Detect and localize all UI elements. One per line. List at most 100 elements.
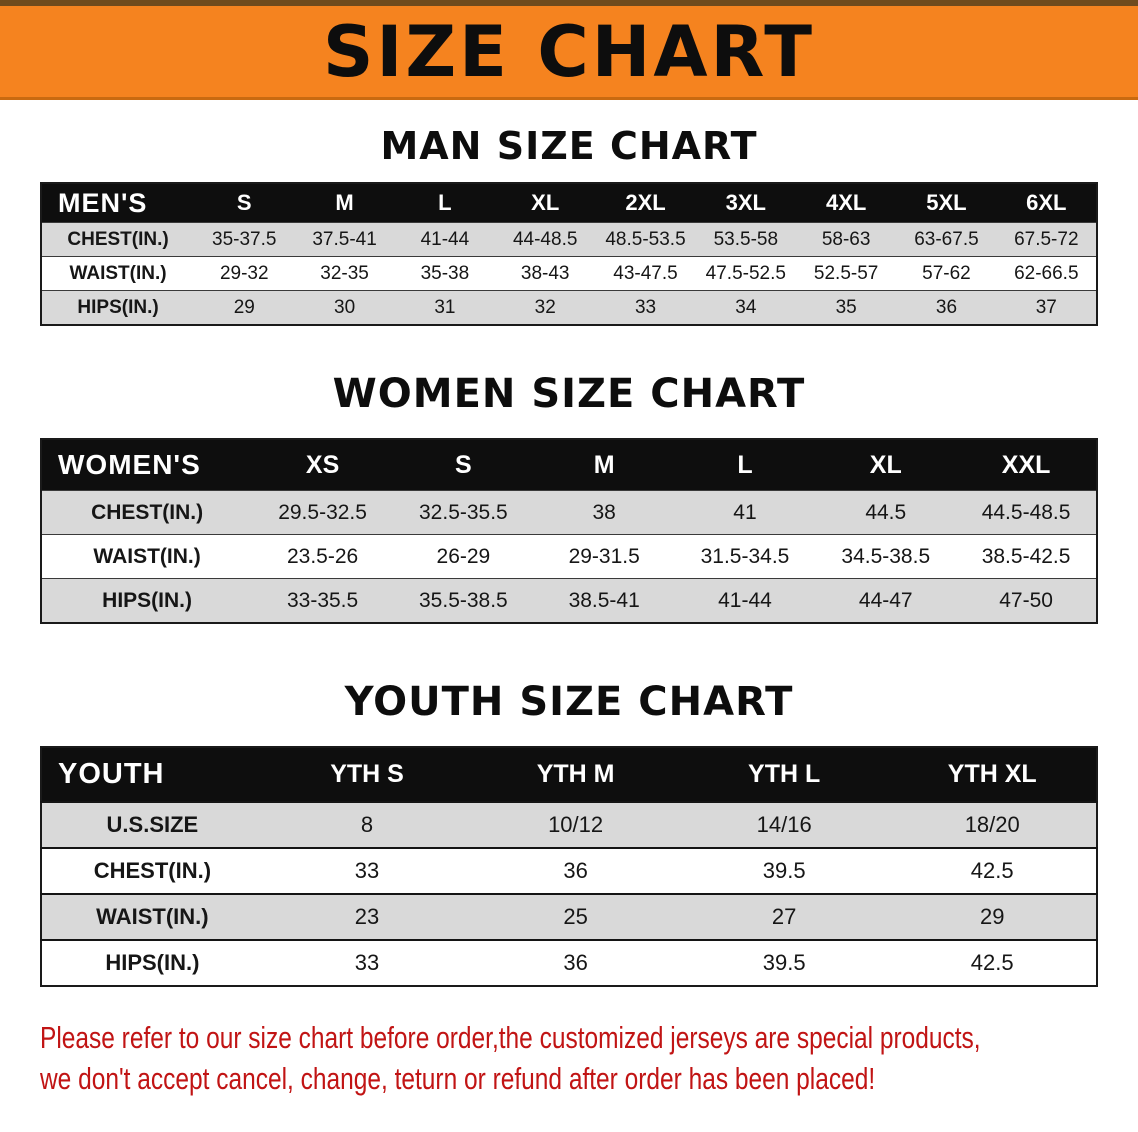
- youth-size-table: YOUTH YTH S YTH M YTH L YTH XL U.S.SIZE 8 10/12…: [40, 745, 1098, 987]
- table-cell: 32-35: [294, 256, 395, 291]
- column-header: YTH L: [679, 746, 889, 802]
- table-cell: 38.5-42.5: [956, 534, 1097, 579]
- column-header: 4XL: [795, 182, 897, 223]
- table-row: CHEST(IN.) 35-37.5 37.5-41 41-44 44-48.5 48.5…: [41, 222, 1097, 257]
- column-header: M: [533, 438, 675, 491]
- table-cell: 63-67.5: [896, 222, 997, 257]
- column-header: 2XL: [595, 182, 696, 223]
- table-row: HIPS(IN.) 33-35.5 35.5-38.5 38.5-41 41-44 44-…: [41, 578, 1097, 623]
- table-cell: 29: [888, 892, 1097, 940]
- row-label: HIPS(IN.): [41, 578, 253, 623]
- table-row: HIPS(IN.) 29 30 31 32 33 34 35 36 37: [41, 290, 1097, 325]
- table-row: WAIST(IN.) 23 25 27 29: [41, 892, 1097, 940]
- women-size-table: WOMEN'S XS S M L XL XXL CHEST(IN.) 29.5-32.5 32.5…: [40, 437, 1098, 624]
- table-cell: 44.5: [815, 490, 957, 535]
- row-label: HIPS(IN.): [41, 290, 195, 325]
- table-cell: 35.5-38.5: [392, 578, 534, 623]
- table-cell: 23.5-26: [252, 534, 393, 579]
- table-cell: 47-50: [956, 578, 1097, 623]
- footer-line-1: Please refer to our size chart before or…: [40, 1019, 981, 1055]
- table-header-row: WOMEN'S XS S M L XL XXL: [41, 438, 1097, 491]
- table-cell: 29.5-32.5: [252, 490, 393, 535]
- section-title-men: MAN SIZE CHART: [380, 124, 758, 168]
- row-label: CHEST(IN.): [41, 846, 263, 894]
- table-cell: 18/20: [888, 800, 1097, 848]
- row-label: CHEST(IN.): [41, 490, 253, 535]
- table-cell: 33: [262, 846, 472, 894]
- row-label: WAIST(IN.): [41, 892, 263, 940]
- table-cell: 33-35.5: [252, 578, 393, 623]
- table-cell: 38.5-41: [533, 578, 675, 623]
- table-cell: 39.5: [679, 846, 889, 894]
- column-header: L: [394, 182, 496, 223]
- table-cell: 44.5-48.5: [956, 490, 1097, 535]
- table-row: CHEST(IN.) 33 36 39.5 42.5: [41, 846, 1097, 894]
- table-cell: 29-31.5: [533, 534, 675, 579]
- table-corner-label: WOMEN'S: [41, 438, 253, 491]
- column-header: XL: [815, 438, 957, 491]
- table-cell: 36: [896, 290, 997, 325]
- footer-note: Please refer to our size chart before or…: [40, 1017, 1138, 1100]
- table-cell: 53.5-58: [695, 222, 796, 257]
- table-cell: 42.5: [888, 846, 1097, 894]
- column-header: 6XL: [996, 182, 1097, 223]
- table-cell: 31: [394, 290, 496, 325]
- table-cell: 35-37.5: [194, 222, 295, 257]
- column-header: S: [194, 182, 295, 223]
- section-title-women: WOMEN SIZE CHART: [332, 370, 806, 417]
- table-header-row: MEN'S S M L XL 2XL 3XL 4XL 5XL 6XL: [41, 182, 1097, 223]
- section-women: WOMEN SIZE CHART WOMEN'S XS S M L XL XXL CHEST(…: [0, 372, 1138, 624]
- column-header: XS: [252, 438, 393, 491]
- table-row: WAIST(IN.) 29-32 32-35 35-38 38-43 43-47.5 47.…: [41, 256, 1097, 291]
- row-label: CHEST(IN.): [41, 222, 195, 257]
- column-header: YTH M: [471, 746, 680, 802]
- table-cell: 36: [471, 846, 680, 894]
- table-cell: 39.5: [679, 938, 889, 986]
- table-cell: 25: [471, 892, 680, 940]
- table-cell: 57-62: [896, 256, 997, 291]
- table-corner-label: YOUTH: [41, 746, 263, 802]
- table-cell: 47.5-52.5: [695, 256, 796, 291]
- table-row: U.S.SIZE 8 10/12 14/16 18/20: [41, 800, 1097, 848]
- column-header: YTH XL: [888, 746, 1097, 802]
- table-cell: 32.5-35.5: [392, 490, 534, 535]
- table-cell: 23: [262, 892, 472, 940]
- table-cell: 41-44: [394, 222, 496, 257]
- table-row: CHEST(IN.) 29.5-32.5 32.5-35.5 38 41 44.5 44.5…: [41, 490, 1097, 535]
- column-header: M: [294, 182, 395, 223]
- table-cell: 29-32: [194, 256, 295, 291]
- banner-title: SIZE CHART: [322, 10, 816, 93]
- column-header: L: [674, 438, 816, 491]
- table-cell: 58-63: [795, 222, 897, 257]
- section-men: MAN SIZE CHART MEN'S S M L XL 2XL 3XL 4XL 5XL 6XL…: [0, 124, 1138, 326]
- table-cell: 33: [262, 938, 472, 986]
- row-label: HIPS(IN.): [41, 938, 263, 986]
- table-cell: 36: [471, 938, 680, 986]
- table-cell: 43-47.5: [595, 256, 696, 291]
- row-label: WAIST(IN.): [41, 256, 195, 291]
- table-cell: 8: [262, 800, 472, 848]
- column-header: S: [392, 438, 534, 491]
- men-size-table: MEN'S S M L XL 2XL 3XL 4XL 5XL 6XL CHEST(IN.) 35-37…: [40, 181, 1098, 326]
- table-cell: 41-44: [674, 578, 816, 623]
- table-cell: 62-66.5: [996, 256, 1097, 291]
- table-cell: 34.5-38.5: [815, 534, 957, 579]
- row-label: WAIST(IN.): [41, 534, 253, 579]
- table-cell: 14/16: [679, 800, 889, 848]
- table-cell: 26-29: [392, 534, 534, 579]
- table-cell: 35-38: [394, 256, 496, 291]
- column-header: 3XL: [695, 182, 796, 223]
- table-cell: 44-47: [815, 578, 957, 623]
- table-cell: 44-48.5: [495, 222, 596, 257]
- table-cell: 34: [695, 290, 796, 325]
- table-cell: 42.5: [888, 938, 1097, 986]
- table-cell: 33: [595, 290, 696, 325]
- table-cell: 41: [674, 490, 816, 535]
- column-header: XXL: [956, 438, 1097, 491]
- table-corner-label: MEN'S: [41, 182, 195, 223]
- table-cell: 32: [495, 290, 596, 325]
- column-header: XL: [495, 182, 596, 223]
- table-cell: 35: [795, 290, 897, 325]
- row-label: U.S.SIZE: [41, 800, 263, 848]
- table-cell: 67.5-72: [996, 222, 1097, 257]
